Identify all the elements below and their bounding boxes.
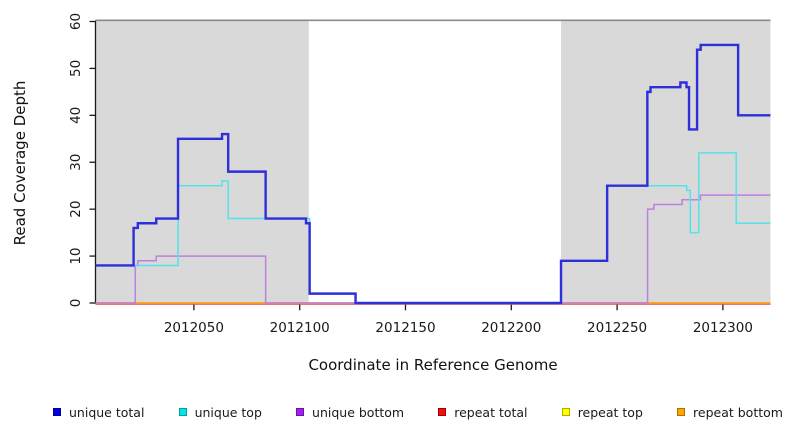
shaded-region	[95, 19, 309, 305]
y-tick-label: 30	[68, 154, 84, 171]
legend-swatch	[677, 408, 686, 416]
y-axis-title: Read Coverage Depth	[11, 80, 29, 246]
x-tick-label: 2012250	[587, 320, 647, 336]
x-axis-title: Coordinate in Reference Genome	[308, 356, 558, 374]
legend-label: unique top	[194, 404, 262, 420]
x-tick-label: 2012150	[375, 320, 435, 336]
legend-item-repeat-top: repeat top	[561, 404, 643, 420]
legend-label: unique total	[69, 404, 145, 420]
legend-label: repeat total	[454, 404, 528, 420]
legend-item-unique-total: unique total	[53, 405, 144, 420]
x-tick-label: 2012100	[270, 320, 330, 336]
legend-swatch	[438, 408, 447, 416]
legend-item-repeat-bottom: repeat bottom	[677, 405, 783, 420]
y-tick-label: 20	[68, 201, 84, 218]
coverage-plot: 0 10 20 30 40 50 60 2012050 2012100 2012150 201220…	[68, 13, 771, 336]
legend-swatch	[178, 408, 187, 416]
y-tick-label: 0	[68, 299, 84, 308]
legend-swatch	[561, 408, 570, 416]
y-tick-label: 60	[68, 13, 84, 30]
y-tick-label: 40	[68, 107, 84, 124]
x-tick-label: 2012300	[693, 320, 753, 336]
legend-label: repeat top	[577, 404, 643, 420]
legend: unique total unique top unique bottom repea…	[53, 401, 783, 423]
y-tick-label: 50	[68, 60, 84, 77]
legend-item-repeat-total: repeat total	[438, 404, 528, 420]
legend-label: repeat bottom	[693, 404, 783, 420]
legend-label: unique bottom	[312, 404, 405, 420]
legend-swatch	[296, 408, 305, 416]
legend-item-unique-top: unique top	[178, 404, 262, 420]
series-unique-total	[95, 43, 771, 305]
y-tick-label: 10	[68, 247, 84, 264]
x-tick-label: 2012200	[481, 320, 541, 336]
x-tick-label: 2012050	[164, 320, 224, 336]
legend-swatch	[53, 408, 61, 416]
legend-item-unique-bottom: unique bottom	[296, 405, 404, 420]
